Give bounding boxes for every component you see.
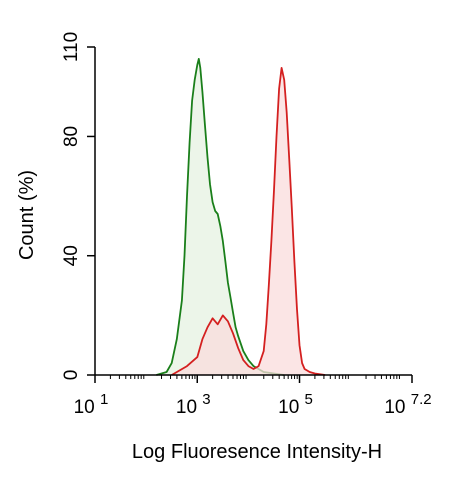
series-layer [156,58,326,376]
x-tick-label: 10 7.2 [384,391,431,418]
tick-layer: 0 40 80 110 10 1 10 3 10 5 10 7.2 [61,32,432,418]
x-axis-title: Log Fluoresence Intensity-H [132,441,382,463]
y-tick-label: 110 [61,32,82,62]
y-tick-label: 80 [61,126,82,147]
series-1-line [156,58,285,376]
y-axis-title: Count (%) [16,170,38,260]
series-2-area [171,67,326,376]
x-tick-label: 10 5 [278,391,313,418]
series-2-line [171,67,326,376]
y-tick-label: 40 [61,245,82,266]
x-tick-label: 10 3 [176,391,211,418]
x-tick-label: 10 1 [74,391,109,418]
y-tick-label: 0 [61,370,82,381]
series-1-area [156,58,285,376]
